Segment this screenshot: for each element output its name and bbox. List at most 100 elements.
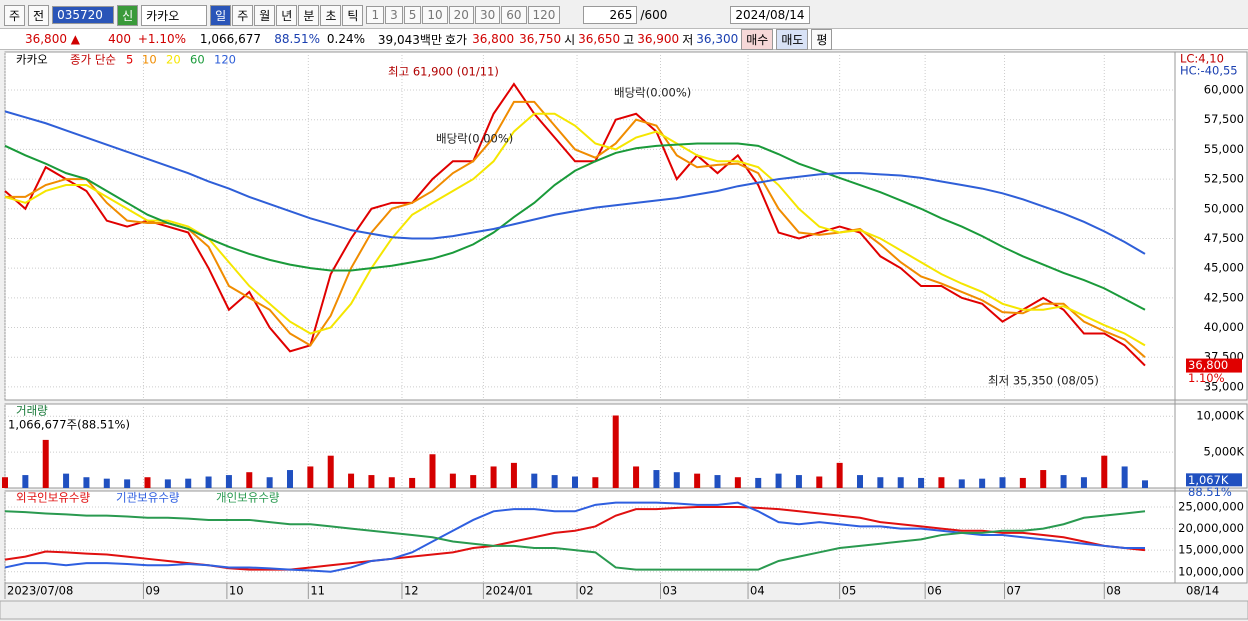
x-tick-label: 2023/07/08: [7, 584, 73, 598]
volume-bar: [734, 477, 741, 488]
period-button[interactable]: 분: [298, 4, 320, 26]
number-button[interactable]: 120: [527, 6, 561, 24]
volume-bar: [388, 477, 395, 488]
y-tick-label: 25,000,000: [1178, 499, 1244, 513]
x-tick-label: 2024/01: [485, 584, 533, 598]
y-tick-label: 45,000: [1204, 261, 1244, 275]
period-button[interactable]: 주: [232, 4, 254, 26]
hc-label: HC:-40,55: [1180, 64, 1238, 78]
volume-bar: [612, 415, 619, 488]
code-input[interactable]: 035720: [52, 6, 115, 24]
volume-bar: [572, 476, 578, 488]
high: 36,900: [637, 32, 680, 46]
legend-entry: 60: [190, 53, 205, 67]
tb-button[interactable]: 전: [28, 4, 50, 26]
volume-bar: [144, 477, 151, 488]
count-max: /600: [640, 8, 668, 22]
volume-bar: [42, 439, 49, 488]
volume-bar: [246, 472, 253, 488]
panel-subtitle: 1,066,677주(88.51%): [8, 418, 130, 432]
volume-bar: [694, 473, 701, 488]
series-line: [5, 100, 1146, 358]
y-tick-label: 55,000: [1204, 142, 1244, 156]
chart-area: 2023/07/08 09 10 11 12 2024/01 02 03 04 05 06 07 08 0…: [0, 51, 1248, 620]
volume-bar: [22, 475, 29, 488]
x-tick-label: 08: [1106, 584, 1121, 598]
number-button[interactable]: 30: [474, 6, 501, 24]
period-button[interactable]: 초: [320, 4, 342, 26]
label: 저: [682, 32, 694, 47]
buy[interactable]: 매수: [741, 28, 774, 50]
current-change: 1.10%: [1188, 371, 1225, 385]
legend-label: 종가 단순: [70, 53, 116, 67]
period-button[interactable]: 일: [210, 4, 232, 26]
tb-button[interactable]: 주: [4, 4, 26, 26]
volume-bar: [1060, 475, 1067, 488]
period-button[interactable]: 월: [254, 4, 276, 26]
annotation: 배당락(0.00%): [614, 86, 691, 100]
number-button[interactable]: 5: [403, 6, 422, 24]
period-button[interactable]: 틱: [342, 4, 364, 26]
number-button[interactable]: 20: [448, 6, 474, 24]
period-button[interactable]: 년: [276, 4, 298, 26]
label: 시: [564, 32, 576, 47]
annotation: 배당락(0.00%): [436, 132, 513, 146]
y-tick-label: 47,500: [1204, 231, 1244, 245]
volume-bar: [857, 475, 863, 488]
label: 고: [623, 32, 635, 47]
number-button[interactable]: 3: [385, 6, 403, 24]
volume-bar: [185, 478, 192, 488]
current-box: [1186, 358, 1242, 373]
legend-entry: 기관보유수량: [116, 491, 180, 505]
number-button[interactable]: 10: [422, 6, 448, 24]
volume-bar: [714, 475, 721, 488]
current-label: 1,067K: [1188, 473, 1229, 487]
y-tick-label: 57,500: [1204, 112, 1244, 126]
series-line: [4, 510, 1146, 571]
series-line: [4, 112, 1146, 347]
volume-bar: [1080, 477, 1087, 488]
sell[interactable]: 매도: [776, 28, 809, 50]
current-label: 36,800: [1188, 358, 1228, 372]
volume-bar: [999, 477, 1006, 488]
count[interactable]: 265: [583, 6, 638, 24]
volume-bar: [266, 477, 273, 488]
badge: 신: [117, 4, 139, 26]
y-tick-label: 42,500: [1204, 290, 1244, 304]
volume-bar: [592, 477, 599, 488]
x-tick-label: 05: [842, 584, 857, 598]
volume-bar: [836, 462, 843, 488]
scrollbar[interactable]: [0, 600, 1248, 620]
lc-label: LC:4,10: [1180, 52, 1224, 66]
volume-bar: [449, 473, 456, 488]
volume-bar: [1101, 455, 1108, 488]
x-tick-label: 03: [663, 584, 678, 598]
number-button[interactable]: 1: [366, 6, 385, 24]
name-input[interactable]: 카카오: [141, 4, 208, 26]
x-end-label: 08/14: [1186, 584, 1219, 598]
number-button[interactable]: 60: [501, 6, 527, 24]
y-tick-label: 10,000K: [1196, 409, 1244, 423]
x-tick-label: 07: [1007, 584, 1022, 598]
volume-bar: [755, 477, 762, 488]
legend-entry: 10: [142, 53, 157, 67]
volume-bar: [63, 473, 70, 488]
x-tick-label: 02: [579, 584, 594, 598]
volume-bar: [816, 476, 823, 488]
volume-bar: [225, 475, 232, 488]
avg[interactable]: 평: [811, 28, 833, 50]
y-tick-label: 5,000K: [1204, 445, 1245, 459]
legend-entry: 5: [126, 53, 133, 67]
annotation: 최고 61,900 (01/11): [388, 65, 499, 79]
date[interactable]: 2024/08/14: [730, 6, 810, 24]
ask: 36,800: [472, 32, 515, 46]
series-line: [4, 142, 1146, 311]
annotation: 최저 35,350 (08/05): [988, 374, 1099, 388]
volume-bar: [470, 475, 477, 488]
x-tick-label: 12: [404, 584, 419, 598]
legend-entry: 개인보유수량: [216, 491, 280, 505]
x-tick-label: 10: [229, 584, 244, 598]
turnover: 0.24%: [326, 32, 365, 46]
